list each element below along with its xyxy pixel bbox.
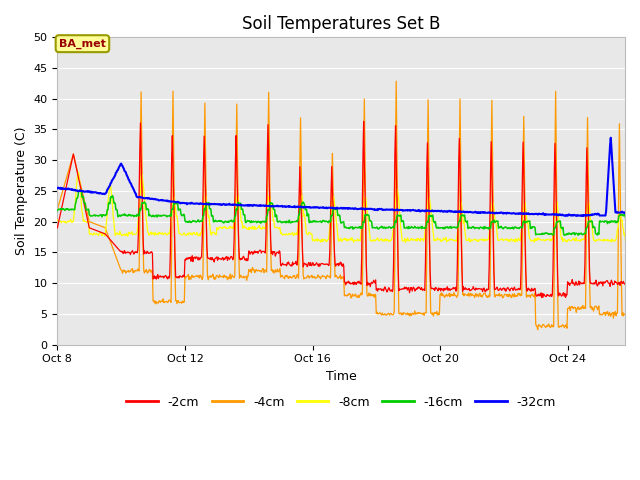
Legend: -2cm, -4cm, -8cm, -16cm, -32cm: -2cm, -4cm, -8cm, -16cm, -32cm	[122, 391, 561, 414]
Title: Soil Temperatures Set B: Soil Temperatures Set B	[242, 15, 440, 33]
Text: BA_met: BA_met	[59, 38, 106, 49]
Y-axis label: Soil Temperature (C): Soil Temperature (C)	[15, 127, 28, 255]
X-axis label: Time: Time	[326, 370, 356, 383]
